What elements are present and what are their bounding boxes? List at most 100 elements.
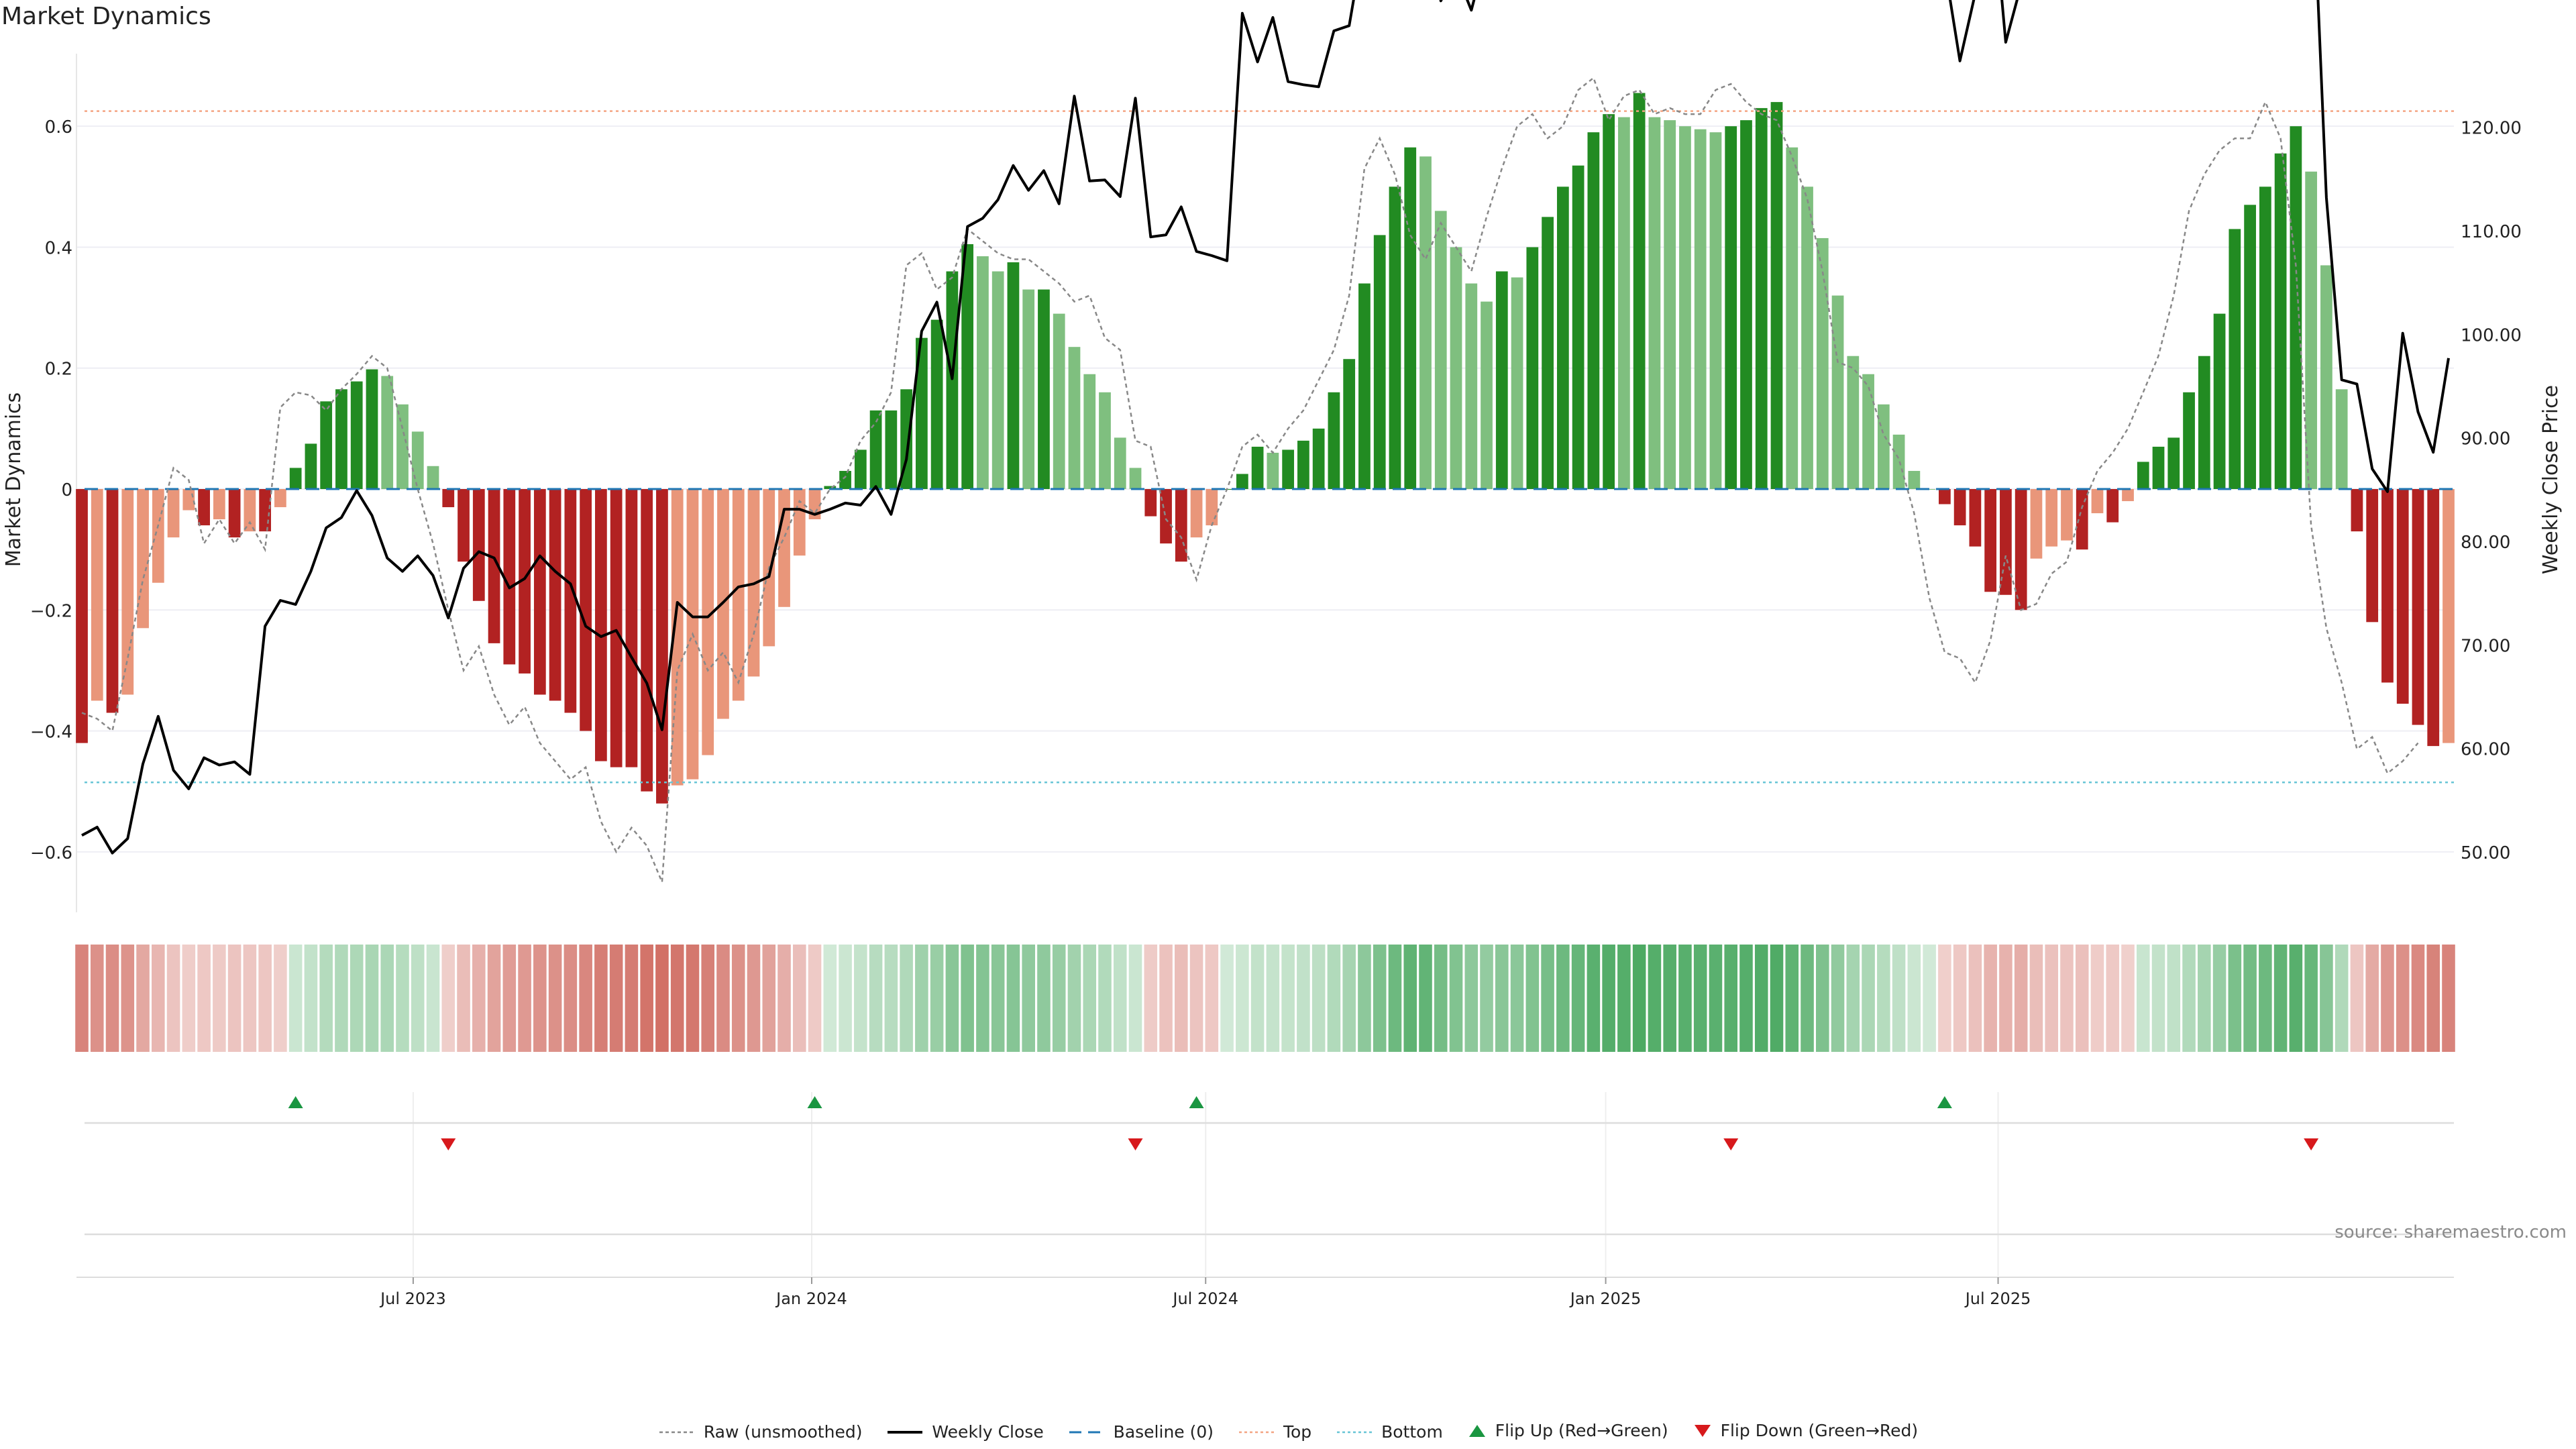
y-axis-label-right: Weekly Close Price	[2539, 385, 2563, 574]
overlay-lines	[81, 0, 2454, 883]
sentiment-cell	[227, 945, 241, 1052]
dynamics-bar	[1282, 449, 1295, 490]
sentiment-cell	[2045, 945, 2058, 1052]
sentiment-cell	[90, 945, 104, 1052]
sentiment-cell	[976, 945, 989, 1052]
legend-swatch-baseline	[1069, 1431, 1104, 1433]
sentiment-strip	[75, 945, 2455, 1052]
sentiment-cell	[502, 945, 517, 1052]
legend-item-close: Weekly Close	[886, 1422, 1044, 1442]
sentiment-cell	[105, 945, 119, 1052]
sentiment-cell	[166, 945, 180, 1052]
legend-item-flipup: Flip Up (Red→Green)	[1467, 1421, 1668, 1440]
dynamics-bar	[2427, 489, 2440, 747]
sentiment-cell	[2350, 945, 2364, 1052]
sentiment-cell	[304, 945, 318, 1052]
sentiment-cell	[2426, 945, 2440, 1052]
dynamics-bar	[1297, 440, 1309, 490]
dynamics-bar	[2045, 489, 2058, 547]
dynamics-bar	[1618, 117, 1630, 490]
dynamics-bar	[2122, 489, 2134, 502]
sentiment-cell	[839, 945, 852, 1052]
legend-label-flipup: Flip Up (Red→Green)	[1495, 1421, 1668, 1440]
dynamics-bar	[1343, 359, 1356, 490]
dynamics-bar	[1022, 289, 1035, 490]
sentiment-cell	[441, 945, 455, 1052]
dynamics-bar	[732, 489, 745, 701]
sentiment-cell	[2334, 945, 2349, 1052]
dynamics-bar	[1434, 211, 1447, 490]
dynamics-bar	[1358, 283, 1371, 490]
legend-item-raw: Raw (unsmoothed)	[658, 1422, 862, 1442]
dynamics-bar	[458, 489, 470, 562]
dynamics-bar	[610, 489, 623, 767]
y-tick-left: −0.2	[30, 601, 72, 621]
dynamics-bar	[2381, 489, 2394, 683]
dynamics-bar	[564, 489, 577, 713]
flip-markers-panel	[85, 1092, 2454, 1276]
dynamics-bar	[2015, 489, 2027, 610]
dynamics-bar	[1556, 186, 1569, 490]
dynamics-bar	[1694, 129, 1707, 490]
dynamics-bar	[1908, 470, 1921, 490]
flip-down-marker	[2304, 1138, 2319, 1150]
dynamics-bar	[1114, 437, 1126, 490]
sentiment-cell	[1541, 945, 1554, 1052]
dynamics-bar	[259, 489, 272, 532]
dynamics-bar	[854, 449, 867, 490]
sentiment-cell	[579, 945, 592, 1052]
sentiment-cell	[1923, 945, 1936, 1052]
y-tick-right: 90.00	[2461, 429, 2510, 449]
sentiment-cell	[1159, 945, 1173, 1052]
flip-up-marker	[1189, 1096, 1204, 1108]
sentiment-cell	[1984, 945, 1997, 1052]
sentiment-cell	[701, 945, 715, 1052]
dynamics-bar	[167, 489, 180, 538]
sentiment-cell	[961, 945, 974, 1052]
sentiment-cell	[2198, 945, 2211, 1052]
dynamics-bar	[2106, 489, 2119, 523]
dynamics-bar	[1877, 404, 1890, 490]
sentiment-cell	[121, 945, 135, 1052]
legend-swatch-raw	[659, 1431, 694, 1433]
legend-item-flipdown: Flip Down (Green→Red)	[1693, 1421, 1918, 1440]
axes: −0.6 −0.4 −0.2 0 0.2 0.4 0.6 50.00 60.00 70.00 80.…	[30, 54, 2522, 912]
dynamics-bar	[1236, 474, 1248, 490]
sentiment-cell	[594, 945, 608, 1052]
dynamics-bar	[1267, 452, 1279, 490]
dynamics-bar	[1099, 392, 1111, 490]
x-tick-label: Jan 2024	[775, 1289, 847, 1308]
dynamics-bar	[1068, 347, 1081, 490]
dynamics-bar	[1786, 147, 1799, 490]
sentiment-cell	[1144, 945, 1158, 1052]
sentiment-cell	[2411, 945, 2425, 1052]
sentiment-cell	[1862, 945, 1875, 1052]
sentiment-cell	[1128, 945, 1142, 1052]
dynamics-bar	[305, 443, 317, 490]
legend: Raw (unsmoothed) Weekly Close Baseline (…	[0, 1421, 2576, 1443]
legend-item-top: Top	[1238, 1422, 1311, 1442]
sentiment-cell	[548, 945, 562, 1052]
dynamics-bar	[2137, 462, 2149, 490]
sentiment-cell	[2259, 945, 2272, 1052]
sentiment-cell	[2442, 945, 2455, 1052]
sentiment-cell	[1801, 945, 1814, 1052]
sentiment-cell	[1220, 945, 1234, 1052]
sentiment-cell	[2289, 945, 2303, 1052]
raw-series-line	[81, 76, 2419, 883]
weekly-close-line	[81, 0, 2450, 855]
y-tick-left: 0.6	[45, 117, 72, 138]
dynamics-bar	[824, 486, 837, 490]
sentiment-cell	[2228, 945, 2242, 1052]
sentiment-cell	[1449, 945, 1463, 1052]
sentiment-cell	[1113, 945, 1127, 1052]
sentiment-cell	[1311, 945, 1326, 1052]
dynamics-bar	[1664, 120, 1676, 490]
sentiment-cell	[2014, 945, 2028, 1052]
dynamics-bar	[778, 489, 790, 607]
dynamics-bar	[121, 489, 134, 695]
dynamics-bar	[869, 410, 882, 490]
dynamics-bar	[580, 489, 592, 731]
dynamics-bar	[930, 319, 943, 490]
flip-up-icon	[1468, 1424, 1485, 1437]
